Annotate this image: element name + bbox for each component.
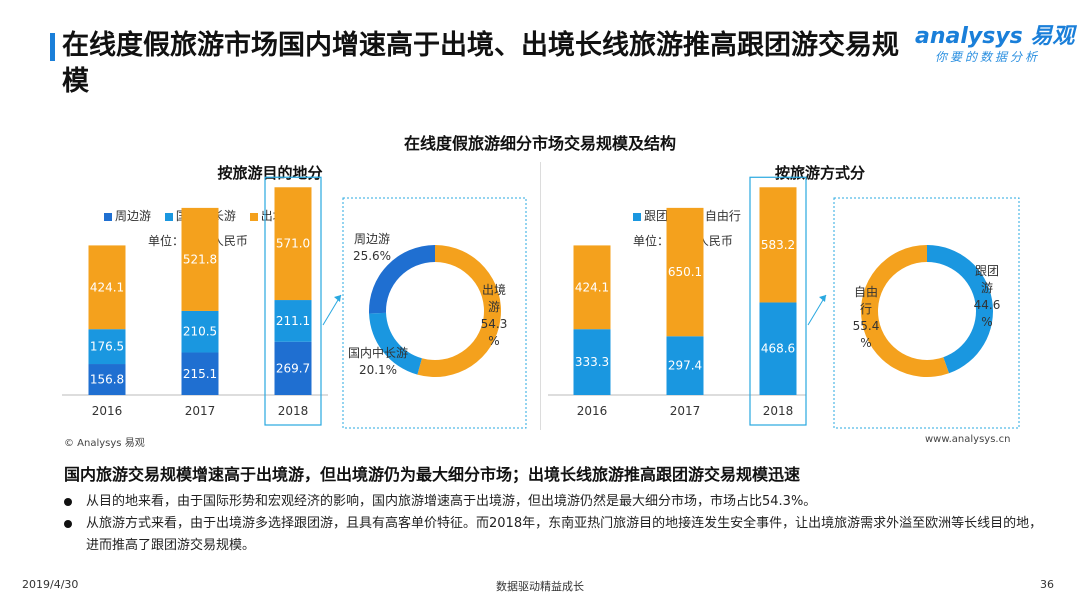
bar-segment [759, 302, 797, 395]
highlight-frame [749, 176, 807, 426]
donut-label-line: 周边游 [354, 232, 390, 246]
donut-label-line: 44.6 [974, 298, 1001, 312]
bar-value-label: 297.4 [668, 359, 702, 373]
bar-value-label: 333.3 [575, 355, 609, 369]
donut-label-line: 25.6% [353, 249, 391, 263]
legend-swatch [104, 212, 112, 221]
donut-label-line: 游 [981, 281, 993, 295]
panel-divider [540, 162, 541, 430]
donut-slice [369, 245, 435, 314]
bar-value-label: 424.1 [90, 280, 124, 294]
bullet-dot [64, 520, 72, 528]
legend-label: 自由行 [704, 209, 741, 223]
bar-segment [274, 300, 312, 342]
donut-label-line: 游 [488, 300, 500, 314]
bar-value-label: 468.6 [761, 342, 795, 356]
donut-slice-label: 国内中长游 20.1% [348, 345, 408, 377]
donut-slice [927, 245, 993, 374]
x-tick-label: 2018 [278, 404, 309, 418]
bar-value-label: 424.1 [575, 280, 609, 294]
legend-swatch [249, 212, 258, 221]
x-tick-label: 2017 [670, 404, 701, 418]
bar-value-label: 211.1 [276, 314, 310, 328]
title-accent-bar [50, 33, 55, 61]
donut-label-line: 54.3 [481, 317, 508, 331]
bar-segment [181, 310, 219, 353]
bar-segment [88, 364, 126, 395]
x-tick-label: 2016 [92, 404, 123, 418]
bar-segment [666, 336, 704, 395]
bar-segment [573, 245, 611, 330]
highlight-arrowhead [819, 295, 826, 302]
donut-label-line: 国内中长游 [348, 345, 408, 360]
donut-label-line: % [860, 336, 871, 350]
bar-segment [573, 329, 611, 395]
donut-slice-label: 跟团游 44.6% [974, 264, 1001, 329]
donut-label-line: 20.1% [359, 363, 397, 377]
bar-value-label: 571.0 [276, 237, 310, 251]
bullet-dot [64, 498, 72, 506]
donut-label-line: % [981, 315, 992, 329]
donut-label-line: 跟团 [975, 264, 999, 278]
chart-main-title: 在线度假旅游细分市场交易规模及结构 [403, 134, 676, 153]
donut-frame [833, 197, 1020, 429]
donut-slice-label: 周边游 25.6% [353, 232, 391, 263]
source-credit: © Analysys 易观 [64, 438, 145, 449]
bullet-item: 从目的地来看，由于国际形势和宏观经济的影响，国内旅游增速高于出境游，但出境游仍然… [64, 491, 1044, 513]
bar-segment [274, 341, 312, 395]
page-title: 在线度假旅游市场国内增速高于出境、出境长线旅游推高跟团游交易规模 [62, 30, 899, 97]
x-tick-label: 2017 [185, 404, 216, 418]
bar-value-label: 583.2 [761, 238, 795, 252]
bar-value-label: 210.5 [183, 325, 217, 339]
bullet-list: 从目的地来看，由于国际形势和宏观经济的影响，国内旅游增速高于出境游，但出境游仍然… [64, 491, 1044, 557]
highlight-frame [264, 176, 322, 426]
bar-value-label: 176.5 [90, 340, 124, 354]
bar-value-label: 269.7 [276, 361, 310, 375]
donut-slice-label: 自由行 55.4% [853, 285, 880, 350]
bar-segment [181, 352, 219, 395]
summary-heading: 国内旅游交易规模增速高于出境游，但出境游仍为最大细分市场；出境长线旅游推高跟团游… [64, 465, 801, 484]
logo-wordmark: analysys 易观 [915, 24, 1075, 49]
bar-segment [274, 187, 312, 301]
footer-date: 2019/4/30 [22, 578, 79, 591]
donut-label-line: 55.4 [853, 319, 880, 333]
donut-slice [369, 312, 422, 375]
bar-segment [88, 245, 126, 330]
highlight-arrowhead [334, 295, 341, 302]
legend-swatch [164, 212, 173, 221]
source-url: www.analysys.cn [925, 434, 1011, 445]
donut-label-line: 出境 [482, 282, 506, 297]
footer-slogan: 数据驱动精益成长 [496, 580, 584, 593]
bar-value-label: 521.8 [183, 252, 217, 266]
bar-value-label: 215.1 [183, 367, 217, 381]
bar-segment [666, 207, 704, 337]
bullet-text: 从目的地来看，由于国际形势和宏观经济的影响，国内旅游增速高于出境游，但出境游仍然… [86, 494, 817, 509]
legend-label: 周边游 [115, 209, 152, 223]
donut-label-line: 自由 [854, 285, 878, 299]
donut-frame [342, 197, 527, 429]
logo-slogan: 你要的数据分析 [935, 50, 1041, 64]
legend-swatch [633, 212, 641, 221]
x-tick-label: 2018 [763, 404, 794, 418]
bar-value-label: 650.1 [668, 265, 702, 279]
bullet-item: 从旅游方式来看，由于出境游多选择跟团游，且具有高客单价特征。而2018年，东南亚… [64, 513, 1044, 557]
bar-segment [759, 187, 797, 303]
donut-label-line: % [488, 334, 499, 348]
donut-label-line: 行 [860, 302, 872, 316]
bar-value-label: 156.8 [90, 373, 124, 387]
donut-slice [417, 245, 501, 377]
x-tick-label: 2016 [577, 404, 608, 418]
analysys-logo: analysys 易观 你要的数据分析 [915, 18, 1074, 68]
bullet-text: 从旅游方式来看，由于出境游多选择跟团游，且具有高客单价特征。而2018年，东南亚… [86, 516, 1043, 553]
legend-item: 周边游 [104, 209, 151, 223]
bar-segment [181, 207, 219, 311]
page-number: 36 [1040, 578, 1054, 591]
bar-segment [88, 329, 126, 365]
donut-slice [861, 245, 949, 377]
donut-slice-label: 出境游 54.3% [481, 282, 508, 348]
